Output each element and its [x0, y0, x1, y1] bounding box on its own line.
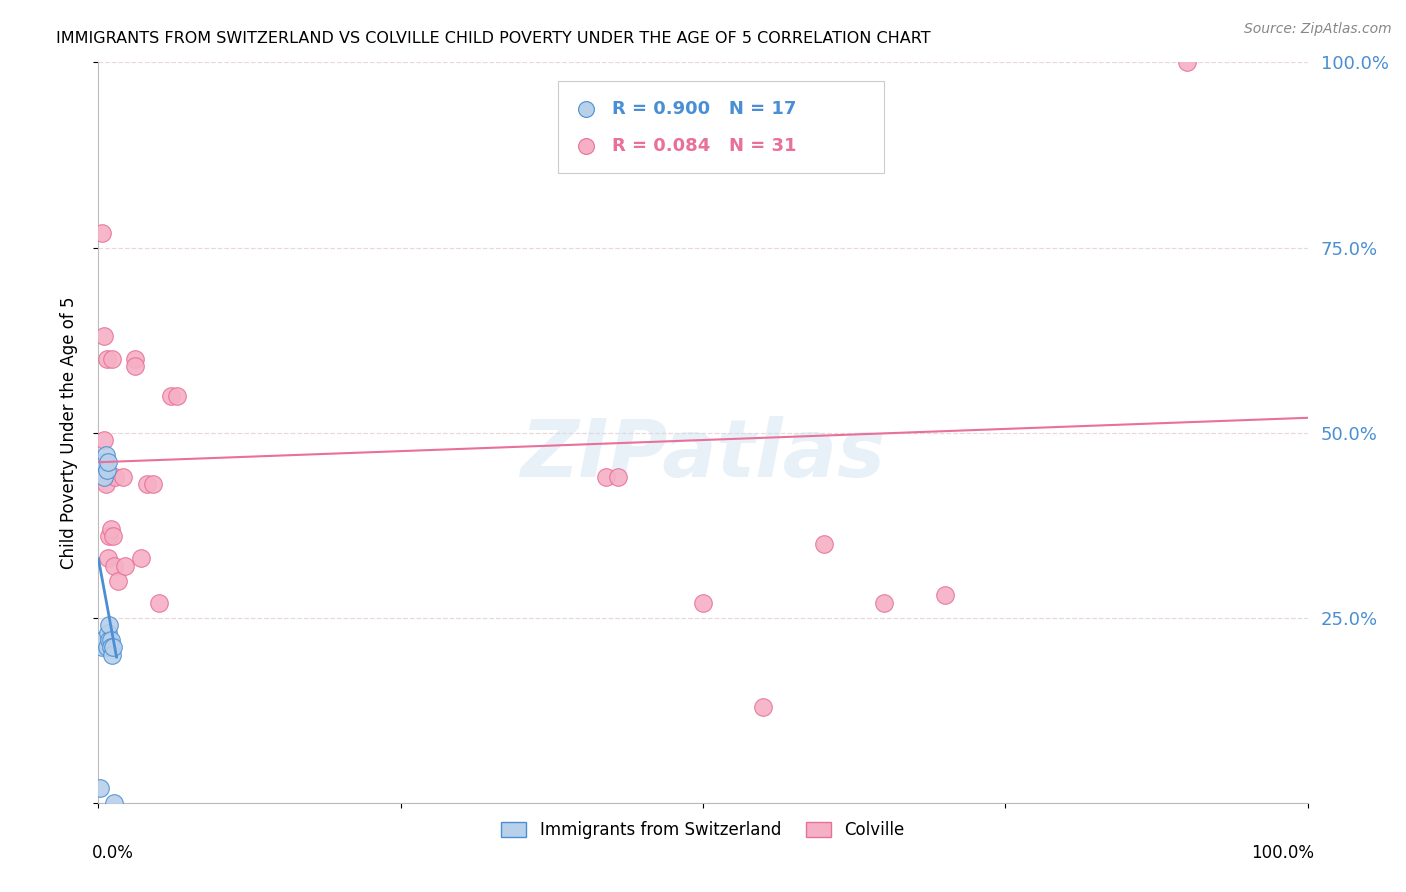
Point [813, 536, 835, 550]
Point [103, 558, 125, 573]
Point [135, 477, 157, 491]
Point [97, 625, 120, 640]
FancyBboxPatch shape [558, 81, 884, 173]
Point [107, 574, 129, 588]
Point [96, 640, 118, 655]
Point [575, 102, 598, 116]
Text: Source: ZipAtlas.com: Source: ZipAtlas.com [1244, 22, 1392, 37]
Point [934, 589, 956, 603]
Point [96, 462, 118, 476]
Point [93, 433, 115, 447]
Point [93, 455, 115, 469]
Point [101, 640, 124, 655]
Point [160, 388, 183, 402]
Point [91, 632, 114, 647]
Point [607, 470, 630, 484]
Point [100, 648, 122, 662]
Legend: Immigrants from Switzerland, Colville: Immigrants from Switzerland, Colville [494, 814, 912, 847]
Point [100, 632, 122, 647]
Point [97, 551, 120, 566]
Point [575, 139, 598, 153]
Text: IMMIGRANTS FROM SWITZERLAND VS COLVILLE CHILD POVERTY UNDER THE AGE OF 5 CORRELA: IMMIGRANTS FROM SWITZERLAND VS COLVILLE … [56, 31, 931, 46]
Point [100, 640, 122, 655]
Y-axis label: Child Poverty Under the Age of 5: Child Poverty Under the Age of 5 [59, 296, 77, 569]
Point [103, 796, 125, 810]
Point [104, 470, 127, 484]
Point [752, 699, 775, 714]
Point [595, 470, 617, 484]
Text: 100.0%: 100.0% [1250, 844, 1313, 862]
Point [96, 351, 118, 366]
Point [114, 558, 136, 573]
Point [100, 351, 122, 366]
Point [93, 470, 115, 484]
Point [89, 780, 111, 795]
Point [94, 448, 117, 462]
Point [98, 618, 121, 632]
Point [124, 359, 146, 373]
Text: 0.0%: 0.0% [93, 844, 134, 862]
Point [100, 522, 122, 536]
Point [97, 455, 120, 469]
Text: ZIPatlas: ZIPatlas [520, 416, 886, 494]
Point [148, 596, 170, 610]
Point [98, 529, 121, 543]
Point [129, 551, 152, 566]
Point [166, 388, 188, 402]
Point [692, 596, 714, 610]
Text: R = 0.084   N = 31: R = 0.084 N = 31 [613, 137, 797, 155]
Point [91, 640, 114, 655]
Point [873, 596, 896, 610]
Text: R = 0.900   N = 17: R = 0.900 N = 17 [613, 100, 797, 118]
Point [98, 632, 121, 647]
Point [124, 351, 146, 366]
Point [101, 529, 124, 543]
Point [93, 329, 115, 343]
Point [111, 470, 134, 484]
Point [1175, 55, 1198, 70]
Point [142, 477, 165, 491]
Point [91, 226, 114, 240]
Point [94, 477, 117, 491]
